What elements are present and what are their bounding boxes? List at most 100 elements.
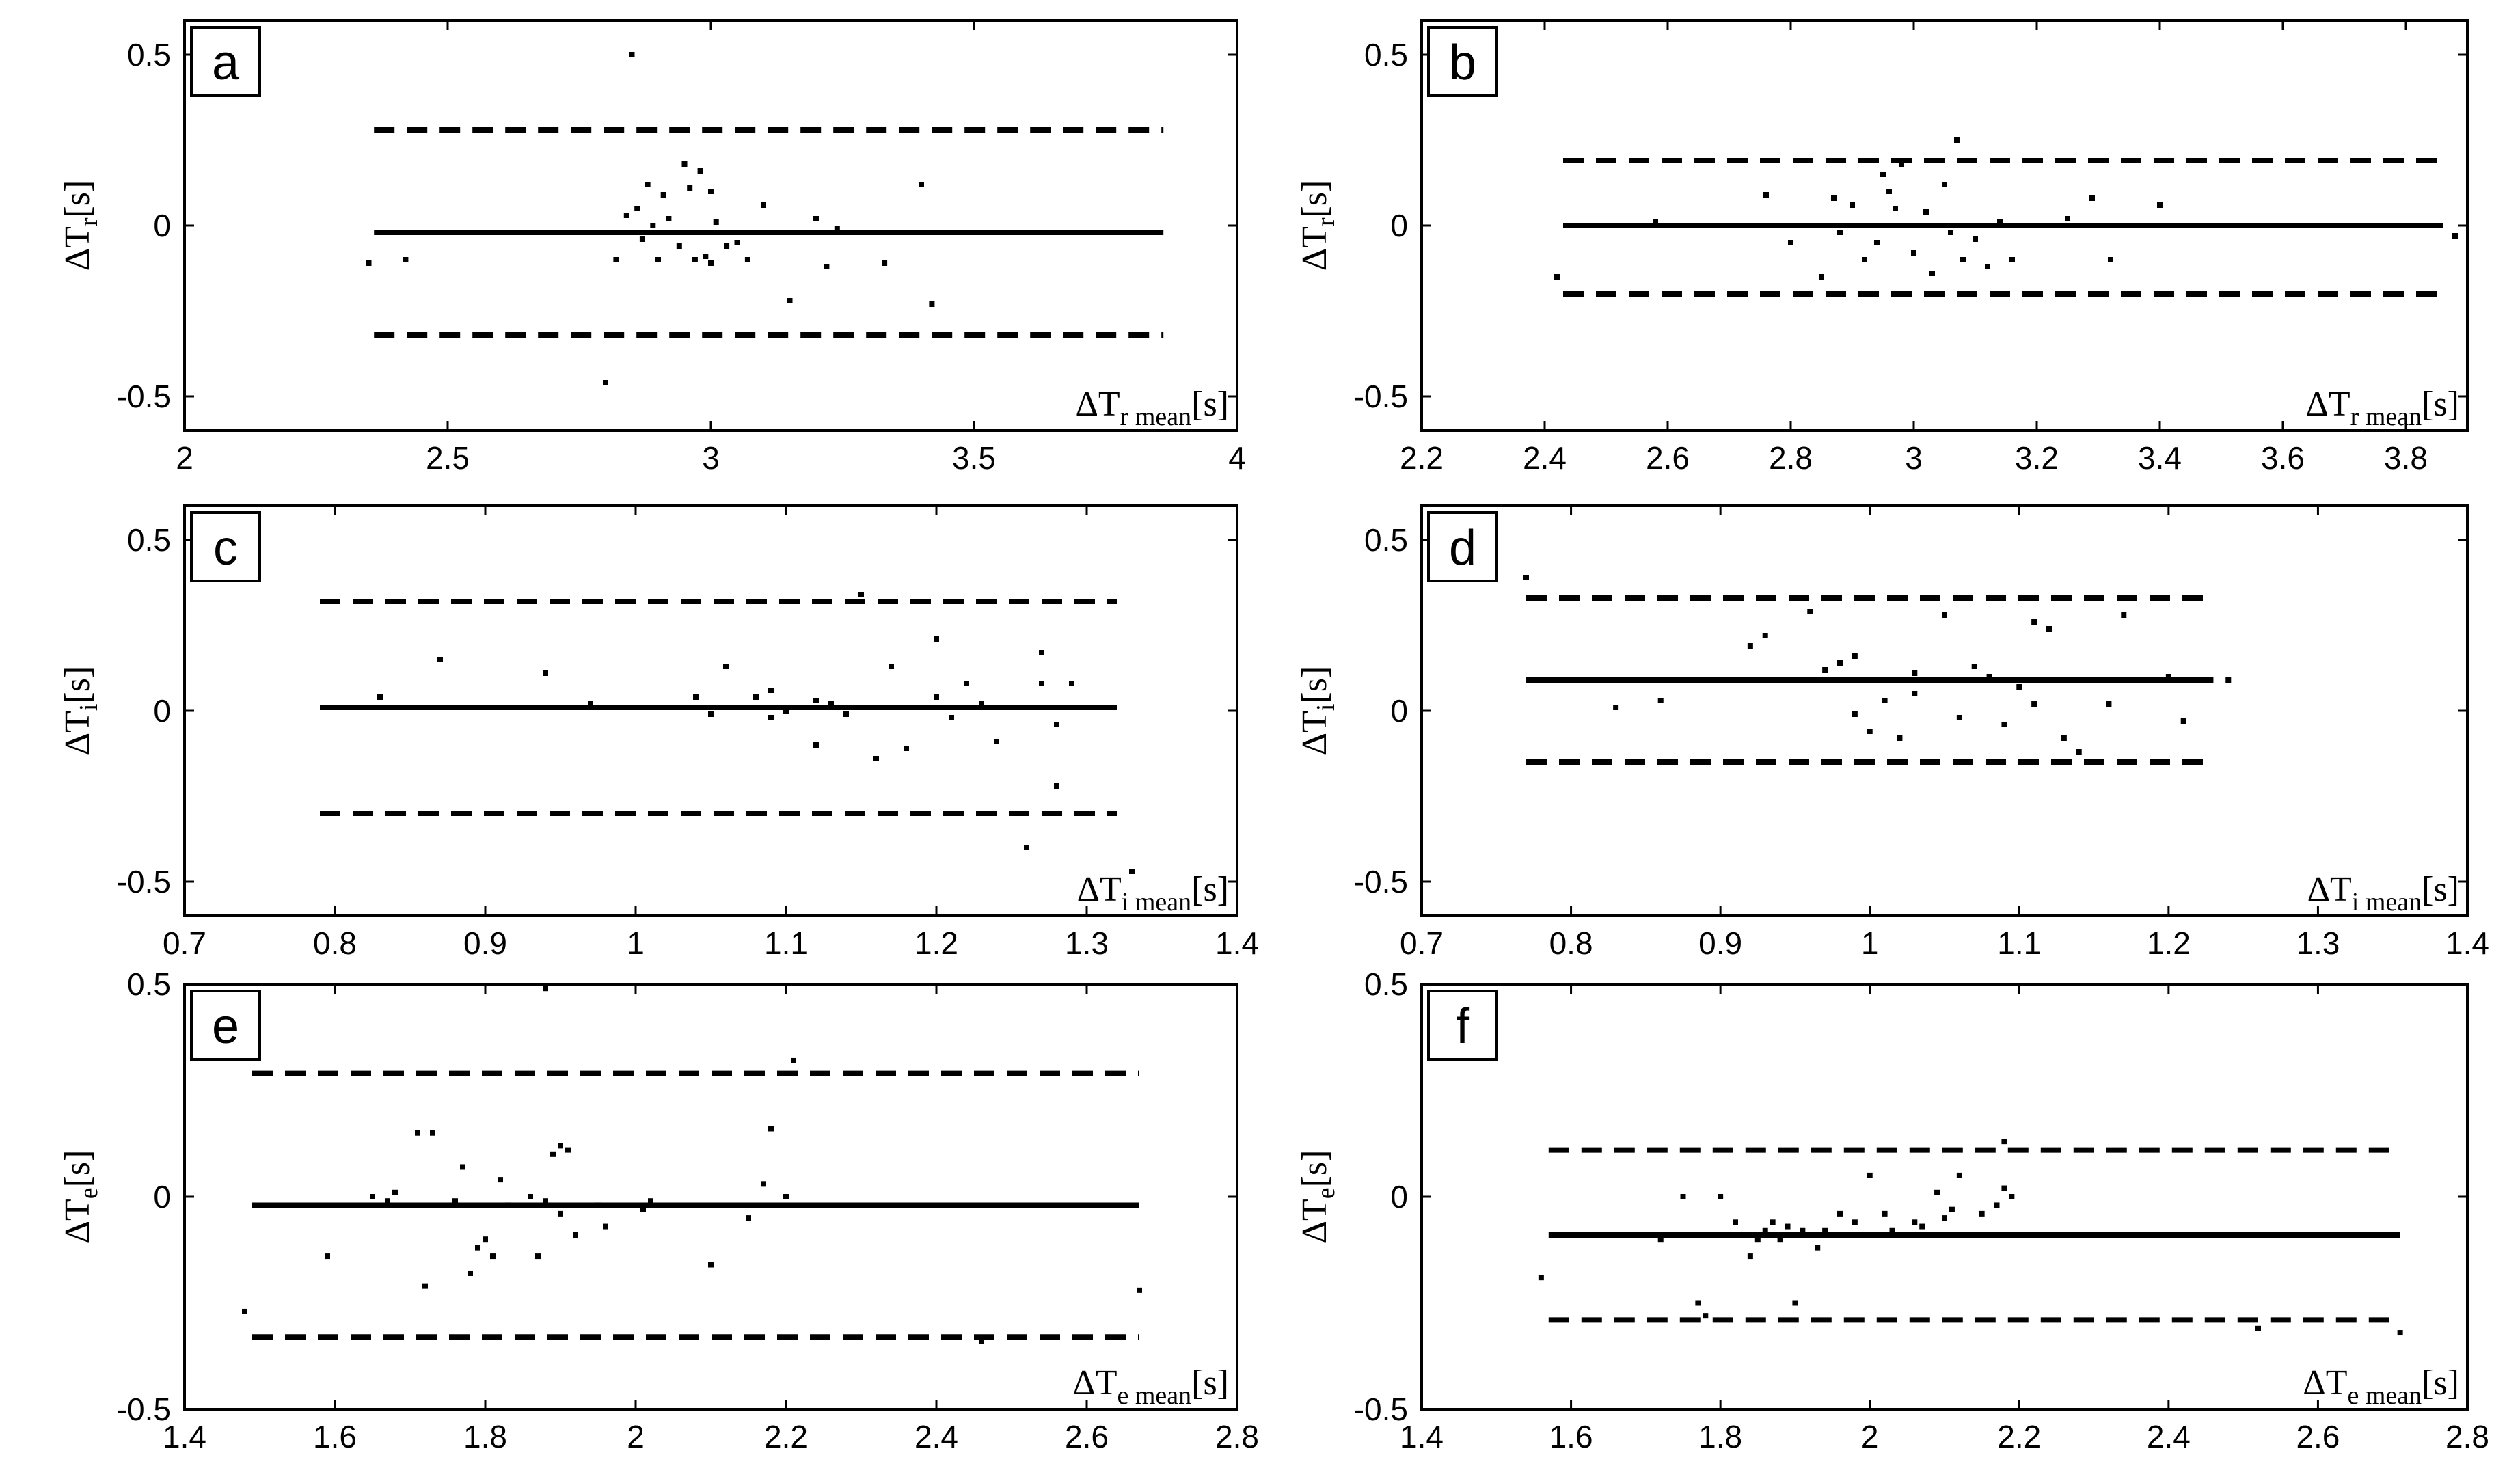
data-point: [483, 1236, 488, 1243]
x-tick-label: 0.8: [313, 925, 357, 961]
data-point: [2009, 257, 2015, 262]
x-tick-label: 2.6: [1646, 440, 1690, 476]
data-point: [1800, 1227, 1806, 1234]
data-point: [2031, 619, 2037, 625]
data-point: [437, 657, 443, 662]
data-point: [949, 715, 954, 720]
data-point: [734, 240, 740, 245]
data-point: [1807, 609, 1813, 614]
data-point: [1960, 257, 1966, 262]
data-point: [603, 1223, 608, 1230]
x-tick-label: 3.6: [2261, 440, 2305, 476]
data-point: [2180, 718, 2186, 724]
data-point: [1934, 1189, 1940, 1195]
x-tick-label: 0.9: [463, 925, 507, 961]
x-tick-label: 2.8: [1215, 1419, 1259, 1454]
panel-d: 0.7 0.8 0.9 1 1.1 1.2 1.3 1.4 0.5 0 -0.5 d ΔTi[s] ΔTi…: [1295, 504, 2489, 961]
data-point: [1024, 845, 1029, 850]
data-point: [2001, 722, 2007, 727]
data-point: [828, 701, 834, 707]
x-tick-label: 3: [702, 440, 720, 476]
x-tick-label: 2.5: [426, 440, 470, 476]
data-point: [2001, 1139, 2007, 1145]
panel-letter-box: [1427, 26, 1498, 97]
panel-letter-box: [190, 511, 261, 582]
data-point: [1806, 223, 1812, 228]
x-tick-label: 2: [1861, 1419, 1879, 1454]
data-point: [392, 1189, 398, 1195]
data-point: [761, 1181, 766, 1187]
data-point: [1882, 1210, 1888, 1217]
x-axis-label: ΔTe mean[s]: [1072, 1363, 1229, 1410]
data-point: [858, 592, 864, 597]
data-point: [366, 260, 372, 266]
y-tick-label: -0.5: [1354, 864, 1408, 899]
data-point: [1763, 192, 1769, 198]
data-point: [2106, 701, 2112, 707]
data-point: [787, 298, 793, 303]
data-point: [370, 1194, 375, 1199]
panel-letter: b: [1449, 36, 1476, 90]
data-point: [708, 1262, 714, 1268]
data-point: [613, 257, 619, 262]
data-point: [1718, 1194, 1724, 1199]
data-point: [708, 189, 714, 194]
data-point: [724, 243, 730, 249]
data-point: [1703, 1313, 1709, 1319]
data-point: [882, 260, 888, 266]
data-point: [558, 1210, 563, 1217]
data-point: [1850, 202, 1855, 208]
data-point: [1927, 677, 1933, 683]
data-point: [1680, 1194, 1686, 1199]
data-point: [2031, 701, 2037, 707]
x-tick-label: 1: [1861, 925, 1879, 961]
data-point: [1807, 1232, 1813, 1238]
data-point: [1613, 705, 1619, 710]
data-point: [2121, 612, 2127, 618]
panel-f: 1.4 1.6 1.8 2 2.2 2.4 2.6 2.8 0.5 0 -0.5 f ΔTe[s] ΔTe…: [1295, 966, 2489, 1454]
data-point: [1874, 240, 1880, 245]
x-tick-label: 1.4: [163, 1419, 206, 1454]
x-tick-label: 0.7: [1400, 925, 1444, 961]
y-tick-label: -0.5: [117, 379, 171, 414]
data-point: [1956, 1172, 1962, 1178]
data-point: [2089, 195, 2095, 201]
data-point: [889, 664, 894, 669]
data-point: [475, 1245, 480, 1251]
x-axis-label: ΔTi mean[s]: [1077, 870, 1229, 917]
data-point: [1837, 1210, 1843, 1217]
data-point: [676, 243, 682, 249]
data-point: [403, 257, 409, 262]
x-tick-label: 3.4: [2138, 440, 2182, 476]
data-point: [1538, 1275, 1544, 1281]
data-point: [1979, 1210, 1985, 1217]
data-point: [1039, 681, 1044, 686]
data-point: [979, 1338, 984, 1344]
data-point: [761, 202, 766, 208]
data-point: [713, 219, 719, 225]
y-tick-label: -0.5: [1354, 379, 1408, 414]
data-point: [422, 1283, 428, 1289]
data-point: [768, 688, 774, 693]
data-point: [994, 739, 999, 744]
data-point: [904, 746, 909, 751]
data-point: [1949, 1206, 1955, 1212]
data-point: [2108, 257, 2113, 262]
axes-frame: [183, 19, 1238, 432]
panel-c: 0.7 0.8 0.9 1 1.1 1.2 1.3 1.4 0.5 0 -0.5 c ΔTi[s] ΔTi…: [58, 504, 1259, 961]
data-point: [1069, 681, 1074, 686]
x-tick-label: 2.4: [1523, 440, 1567, 476]
data-point: [873, 756, 879, 761]
x-tick-label: 1.2: [2147, 925, 2191, 961]
data-point: [1054, 722, 1059, 727]
data-point: [934, 694, 939, 700]
data-point: [843, 711, 849, 717]
data-point: [723, 664, 729, 669]
y-tick-label: 0.5: [1364, 966, 1408, 1002]
y-axis-label: ΔTi[s]: [1295, 666, 1340, 756]
x-axis-label: ΔTr mean[s]: [2305, 385, 2459, 431]
data-point: [648, 1198, 653, 1204]
data-point: [1523, 575, 1529, 580]
data-point: [2255, 1325, 2261, 1331]
